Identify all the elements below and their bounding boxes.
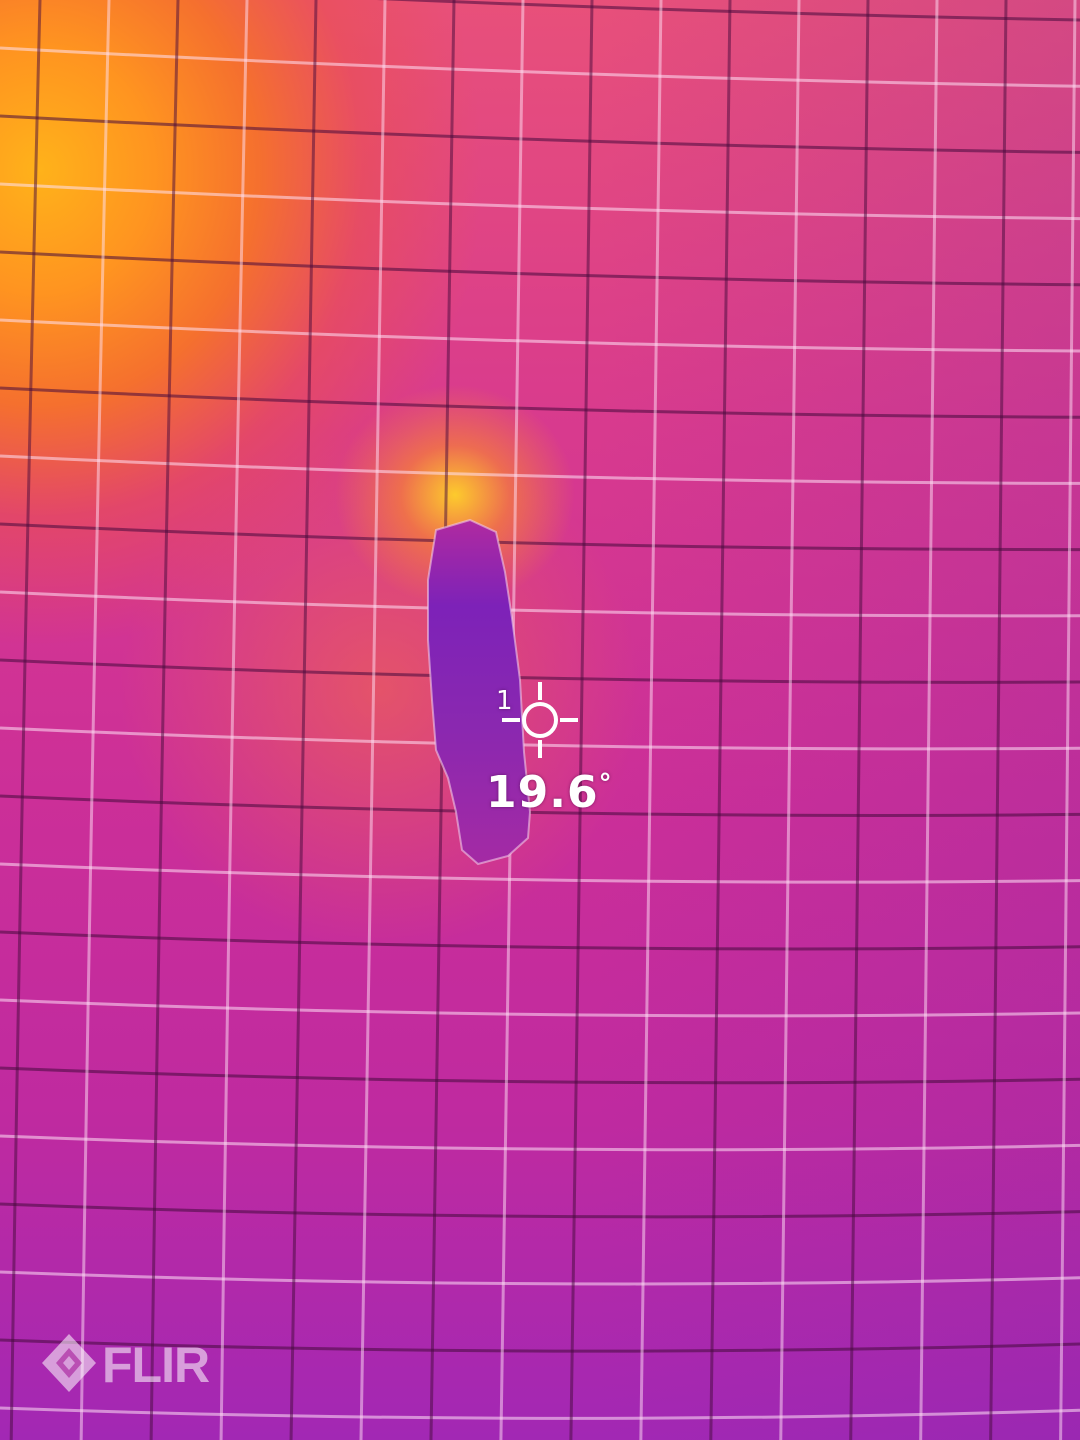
flir-logo-text: FLIR [102,1336,209,1394]
temperature-readout: 19.6° [486,767,613,818]
temperature-value: 19.6 [486,767,599,818]
flir-logo-icon [40,1332,98,1394]
temperature-unit: ° [599,769,613,799]
flir-logo: FLIR [40,1332,240,1400]
spot-meter-index: 1 [496,686,513,716]
